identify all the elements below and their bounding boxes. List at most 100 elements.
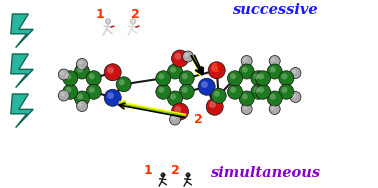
Circle shape — [211, 88, 226, 103]
Circle shape — [156, 71, 171, 86]
Circle shape — [167, 91, 183, 106]
Circle shape — [104, 89, 121, 106]
Circle shape — [243, 105, 248, 110]
Circle shape — [172, 116, 176, 120]
Text: 1: 1 — [96, 8, 104, 21]
Text: 1: 1 — [144, 164, 152, 177]
Circle shape — [158, 87, 164, 93]
Circle shape — [78, 102, 83, 107]
Circle shape — [267, 64, 282, 79]
Circle shape — [107, 92, 114, 99]
Circle shape — [172, 103, 189, 120]
Circle shape — [251, 84, 266, 99]
Polygon shape — [11, 94, 33, 128]
Circle shape — [77, 94, 83, 100]
Circle shape — [130, 19, 136, 24]
Circle shape — [256, 71, 271, 86]
Circle shape — [290, 92, 301, 102]
Circle shape — [290, 67, 301, 79]
Circle shape — [282, 87, 288, 93]
Circle shape — [167, 64, 183, 79]
Text: 2: 2 — [194, 113, 202, 126]
Circle shape — [239, 64, 254, 79]
Polygon shape — [11, 14, 33, 48]
Circle shape — [74, 91, 90, 106]
Circle shape — [105, 19, 111, 24]
Circle shape — [63, 84, 78, 99]
Circle shape — [270, 67, 276, 73]
Circle shape — [292, 93, 296, 98]
Circle shape — [172, 50, 189, 67]
Circle shape — [242, 94, 248, 100]
Circle shape — [119, 79, 125, 85]
Circle shape — [251, 71, 266, 86]
Circle shape — [89, 87, 95, 93]
Circle shape — [241, 104, 252, 114]
Circle shape — [182, 73, 188, 79]
Circle shape — [65, 87, 71, 93]
Circle shape — [175, 53, 181, 60]
Circle shape — [198, 78, 215, 95]
Circle shape — [201, 81, 208, 88]
Text: successive: successive — [232, 3, 318, 17]
Circle shape — [169, 114, 181, 125]
Circle shape — [58, 69, 69, 80]
Circle shape — [269, 104, 280, 114]
Text: 1: 1 — [210, 62, 219, 75]
Text: 2: 2 — [170, 164, 180, 177]
Circle shape — [161, 174, 163, 175]
Circle shape — [241, 55, 252, 67]
Circle shape — [161, 173, 165, 177]
Circle shape — [292, 69, 296, 74]
Circle shape — [211, 65, 218, 71]
Circle shape — [183, 51, 194, 62]
Circle shape — [179, 71, 194, 86]
Circle shape — [254, 87, 260, 93]
Circle shape — [60, 71, 65, 75]
Circle shape — [63, 71, 78, 86]
Circle shape — [270, 94, 276, 100]
Circle shape — [228, 84, 243, 99]
Polygon shape — [11, 54, 33, 88]
Circle shape — [78, 60, 83, 65]
Circle shape — [269, 55, 280, 67]
Circle shape — [158, 73, 164, 79]
Circle shape — [170, 94, 176, 100]
Circle shape — [267, 91, 282, 106]
Circle shape — [156, 84, 171, 99]
Circle shape — [254, 73, 260, 79]
Circle shape — [256, 84, 271, 99]
Circle shape — [76, 101, 87, 111]
Circle shape — [86, 71, 101, 86]
Circle shape — [282, 73, 288, 79]
Circle shape — [74, 64, 90, 79]
Circle shape — [243, 57, 248, 62]
Circle shape — [65, 73, 71, 79]
Circle shape — [230, 73, 236, 79]
Text: 2: 2 — [131, 8, 139, 21]
Circle shape — [170, 67, 176, 73]
Circle shape — [77, 67, 83, 73]
Circle shape — [184, 53, 189, 57]
Circle shape — [182, 87, 188, 93]
Circle shape — [106, 20, 108, 22]
Text: simultaneous: simultaneous — [210, 166, 320, 180]
Circle shape — [76, 58, 87, 70]
Circle shape — [228, 71, 243, 86]
Circle shape — [187, 174, 188, 175]
Circle shape — [131, 20, 133, 22]
Circle shape — [206, 98, 223, 115]
Circle shape — [107, 67, 114, 74]
Circle shape — [230, 87, 236, 93]
Circle shape — [271, 105, 276, 110]
Circle shape — [86, 84, 101, 99]
Circle shape — [116, 77, 131, 92]
Circle shape — [214, 91, 220, 97]
Circle shape — [175, 106, 181, 113]
Circle shape — [258, 73, 264, 79]
Circle shape — [89, 73, 95, 79]
Circle shape — [271, 57, 276, 62]
Circle shape — [58, 90, 69, 101]
Circle shape — [239, 91, 254, 106]
Circle shape — [208, 62, 225, 79]
